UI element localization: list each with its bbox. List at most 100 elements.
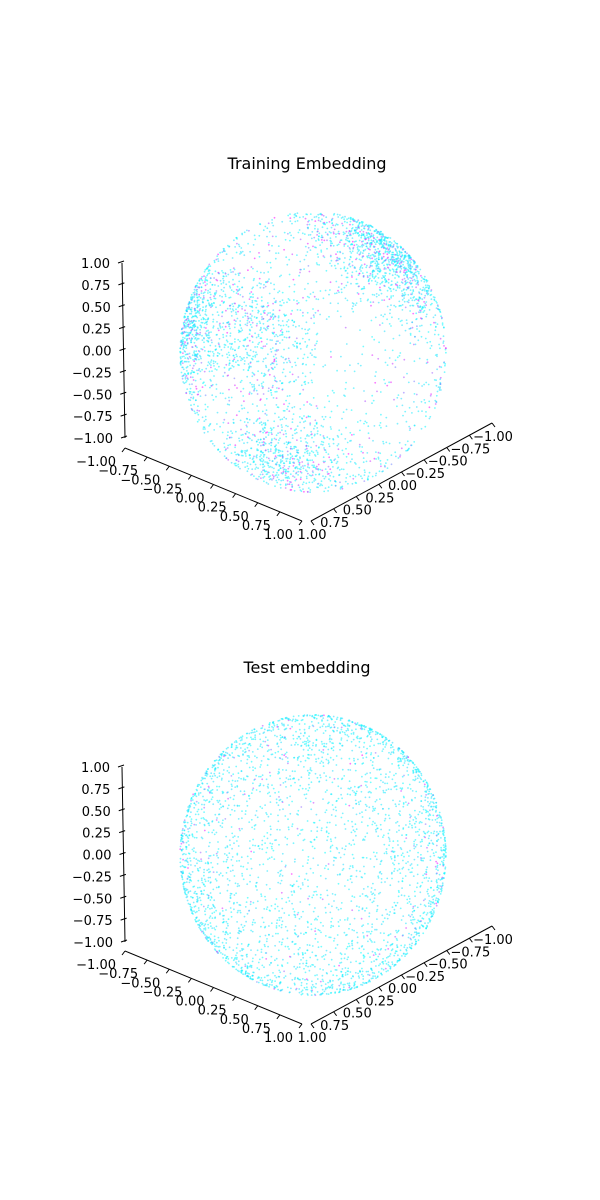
scatter-point bbox=[444, 363, 447, 365]
scatter-point bbox=[330, 484, 333, 486]
scatter-point bbox=[336, 244, 339, 247]
scatter-point bbox=[425, 304, 427, 307]
scatter-point bbox=[386, 467, 389, 469]
scatter-point bbox=[201, 416, 204, 419]
scatter-point bbox=[183, 330, 186, 333]
scatter-point bbox=[323, 867, 326, 870]
scatter-point bbox=[272, 368, 274, 371]
scatter-point bbox=[351, 240, 354, 243]
scatter-point bbox=[320, 234, 323, 237]
scatter-point bbox=[377, 277, 380, 279]
scatter-point bbox=[203, 924, 206, 927]
scatter-point bbox=[346, 299, 349, 302]
scatter-point bbox=[393, 859, 396, 862]
scatter-point bbox=[280, 355, 283, 358]
scatter-point bbox=[290, 445, 292, 448]
scatter-point bbox=[430, 289, 433, 291]
scatter-point bbox=[394, 273, 397, 276]
scatter-point bbox=[259, 463, 262, 466]
scatter-point bbox=[271, 438, 273, 440]
scatter-point bbox=[374, 248, 377, 251]
scatter-point bbox=[410, 261, 412, 264]
scatter-point bbox=[289, 719, 292, 721]
scatter-point bbox=[396, 939, 399, 941]
scatter-point bbox=[370, 977, 373, 980]
scatter-point bbox=[297, 357, 299, 360]
scatter-point bbox=[277, 349, 280, 351]
scatter-point bbox=[408, 406, 411, 409]
scatter-point bbox=[265, 470, 268, 473]
scatter-point bbox=[312, 461, 315, 463]
scatter-point bbox=[418, 330, 421, 333]
scatter-point bbox=[330, 265, 333, 267]
scatter-point bbox=[408, 429, 411, 431]
scatter-point bbox=[401, 309, 404, 311]
scatter-point bbox=[431, 302, 433, 305]
x-tick bbox=[298, 520, 303, 526]
scatter-point bbox=[372, 439, 374, 442]
scatter-point bbox=[406, 947, 409, 949]
scatter-point bbox=[225, 854, 228, 857]
scatter-point bbox=[191, 328, 194, 330]
scatter-point bbox=[331, 461, 333, 464]
scatter-point bbox=[361, 272, 364, 274]
scatter-point bbox=[380, 292, 383, 295]
scatter-point bbox=[291, 253, 294, 256]
scatter-point bbox=[197, 350, 200, 352]
scatter-point bbox=[228, 900, 231, 903]
scatter-point bbox=[239, 419, 242, 422]
scatter-point bbox=[193, 291, 196, 293]
scatter-point bbox=[252, 433, 254, 436]
scatter-point bbox=[267, 787, 270, 789]
scatter-point bbox=[281, 426, 283, 428]
scatter-point bbox=[419, 288, 422, 290]
scatter-point bbox=[279, 873, 282, 876]
scatter-point bbox=[290, 234, 292, 237]
scatter-point bbox=[402, 764, 405, 767]
scatter-point bbox=[305, 477, 308, 480]
scatter-point bbox=[351, 250, 354, 253]
scatter-point bbox=[392, 244, 395, 246]
scatter-point bbox=[201, 339, 204, 341]
scatter-point bbox=[273, 437, 276, 440]
scatter-point bbox=[415, 275, 418, 278]
scatter-point bbox=[419, 903, 422, 906]
scatter-point bbox=[351, 302, 354, 304]
scatter-point bbox=[320, 829, 323, 832]
scatter-point bbox=[319, 484, 321, 487]
scatter-point bbox=[375, 283, 378, 286]
scatter-point bbox=[199, 307, 202, 310]
scatter-point bbox=[397, 275, 400, 277]
scatter-point bbox=[316, 978, 319, 980]
scatter-point bbox=[321, 415, 324, 418]
scatter-point bbox=[279, 324, 282, 327]
scatter-point bbox=[208, 302, 210, 305]
scatter-point bbox=[253, 455, 255, 458]
scatter-point bbox=[268, 476, 270, 478]
scatter-point bbox=[416, 325, 418, 328]
scatter-point bbox=[328, 315, 330, 318]
scatter-point bbox=[253, 731, 256, 733]
scatter-point bbox=[364, 471, 366, 474]
scatter-point bbox=[216, 851, 219, 853]
scatter-point bbox=[387, 955, 390, 958]
scatter-point bbox=[184, 353, 187, 356]
scatter-point bbox=[259, 223, 262, 226]
scatter-point bbox=[203, 928, 205, 930]
scatter-point bbox=[279, 334, 281, 337]
scatter-point bbox=[241, 958, 244, 961]
scatter-point bbox=[256, 270, 259, 273]
scatter-point bbox=[399, 252, 401, 254]
scatter-point bbox=[262, 431, 264, 434]
scatter-point bbox=[186, 388, 189, 390]
scatter-point bbox=[353, 266, 356, 268]
scatter-point bbox=[191, 333, 194, 336]
scatter-point bbox=[346, 919, 349, 921]
scatter-point bbox=[304, 375, 307, 378]
scatter-point bbox=[180, 339, 183, 342]
scatter-point bbox=[272, 384, 274, 387]
scatter-point bbox=[337, 230, 340, 233]
scatter-point bbox=[377, 875, 380, 878]
scatter-point bbox=[273, 360, 275, 363]
scatter-point bbox=[395, 950, 398, 953]
